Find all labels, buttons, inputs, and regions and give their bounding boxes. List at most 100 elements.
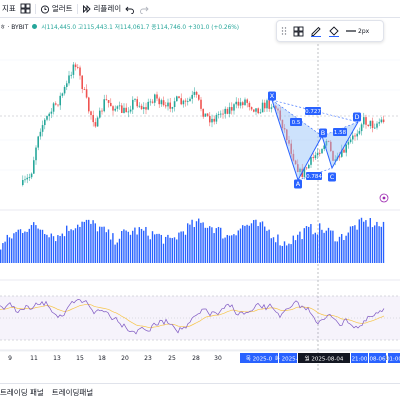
volume-bar bbox=[224, 237, 226, 263]
symbol-name[interactable]: ㅎ · BYBIT bbox=[0, 23, 29, 31]
volume-bar bbox=[22, 232, 24, 263]
replay-icon bbox=[82, 4, 91, 13]
tab-trading-panel[interactable]: 트레이딩 패널 bbox=[0, 387, 44, 397]
volume-bar bbox=[114, 244, 116, 263]
template-button[interactable] bbox=[293, 26, 304, 37]
candle-body bbox=[99, 110, 101, 118]
candle-body bbox=[136, 99, 138, 107]
crosshair-date-label: 월 2025-08-04 bbox=[305, 355, 344, 363]
candle-body bbox=[50, 111, 53, 114]
volume-bar bbox=[292, 235, 294, 263]
alert-button[interactable]: 얼러트 bbox=[40, 3, 73, 14]
replay-button[interactable]: 리플레이 bbox=[82, 3, 121, 14]
candle-body bbox=[22, 180, 24, 185]
time-tick-label: 25 bbox=[168, 355, 176, 362]
volume-bar bbox=[294, 240, 297, 263]
candle-body bbox=[345, 144, 347, 153]
candle-body bbox=[145, 107, 147, 110]
bottom-panel-tabs: 트레이딩 패널 트레이딩패널 bbox=[0, 383, 400, 400]
volume-bar bbox=[358, 219, 360, 263]
undo-button[interactable] bbox=[125, 4, 135, 14]
harmonic-pattern[interactable]: X A B C D 0.5 0.727 0.784 1.58 bbox=[268, 91, 361, 189]
candle-body bbox=[165, 105, 167, 107]
candle-body bbox=[200, 99, 202, 109]
line-width-icon bbox=[346, 30, 356, 32]
candle-body bbox=[127, 111, 130, 113]
volume-bar bbox=[231, 235, 233, 263]
ratio-label-text: 0.5 bbox=[292, 120, 301, 126]
volume-bar bbox=[360, 217, 363, 263]
volume-bar bbox=[213, 233, 215, 263]
toolbar-divider bbox=[34, 3, 36, 14]
volume-bar bbox=[347, 232, 349, 263]
line-width-button[interactable]: 2px bbox=[346, 27, 369, 35]
volume-bar bbox=[8, 237, 11, 263]
candle-body bbox=[66, 83, 68, 87]
volume-bar bbox=[288, 243, 290, 263]
candle-body bbox=[28, 177, 31, 178]
volume-bar bbox=[334, 241, 336, 263]
candle-body bbox=[220, 113, 222, 115]
candle-body bbox=[356, 133, 358, 137]
candle-body bbox=[365, 117, 367, 125]
candle-body bbox=[323, 145, 325, 150]
indicator-button[interactable]: 지표 bbox=[2, 3, 16, 14]
redo-button[interactable] bbox=[139, 4, 149, 14]
candle-body bbox=[198, 94, 200, 100]
crosshair-date-label: 목 2025-0 bbox=[246, 356, 273, 363]
point-label-text: A bbox=[296, 180, 301, 188]
candle-body bbox=[213, 118, 215, 122]
volume-bar bbox=[325, 230, 327, 263]
volume-bar bbox=[272, 237, 275, 263]
volume-bar bbox=[81, 221, 83, 263]
tab-trading-panel-2[interactable]: 트레이딩패널 bbox=[51, 387, 94, 397]
candle-body bbox=[277, 108, 279, 111]
candle-body bbox=[248, 102, 251, 108]
drag-handle[interactable] bbox=[281, 26, 287, 36]
candle-body bbox=[270, 107, 273, 109]
volume-bar bbox=[140, 228, 143, 263]
templates-button[interactable] bbox=[20, 3, 31, 14]
volume-bar bbox=[376, 221, 378, 263]
candle-body bbox=[305, 167, 308, 169]
ratio-label-ac: 0.784 bbox=[306, 172, 322, 180]
volume-bar bbox=[336, 241, 338, 263]
volume-bar bbox=[380, 226, 382, 263]
candle-body bbox=[151, 101, 154, 103]
volume-bar bbox=[103, 226, 105, 263]
volume-bar bbox=[0, 249, 2, 263]
volume-bar bbox=[378, 226, 380, 263]
redo-icon bbox=[140, 6, 149, 14]
candlestick-series bbox=[22, 62, 385, 187]
volume-bar bbox=[195, 221, 198, 263]
candle-body bbox=[114, 108, 116, 111]
volume-bar bbox=[13, 233, 15, 263]
candle-body bbox=[261, 102, 264, 113]
time-tick-label: 30 bbox=[214, 355, 222, 362]
volume-bar bbox=[33, 222, 35, 263]
volume-bar bbox=[105, 232, 107, 263]
fill-color-button[interactable] bbox=[328, 25, 340, 37]
candle-body bbox=[171, 106, 174, 109]
candle-body bbox=[41, 125, 44, 132]
volume-bar bbox=[264, 226, 266, 263]
candle-body bbox=[358, 131, 361, 134]
top-toolbar: 지표 얼러트 리플레이 bbox=[0, 0, 400, 18]
volume-bar bbox=[24, 231, 26, 263]
volume-bar bbox=[138, 227, 140, 263]
volume-bar bbox=[26, 231, 28, 263]
volume-bar bbox=[88, 219, 90, 263]
candle-body bbox=[121, 105, 123, 113]
time-tick-label: 20 bbox=[121, 355, 129, 362]
time-tick-label: 9 bbox=[8, 355, 12, 362]
candle-body bbox=[226, 108, 229, 114]
line-color-button[interactable] bbox=[310, 25, 322, 37]
paint-bucket-icon bbox=[329, 26, 339, 37]
line-width-label: 2px bbox=[358, 27, 370, 35]
volume-bar bbox=[228, 235, 231, 263]
candle-body bbox=[103, 99, 105, 112]
candle-body bbox=[193, 91, 196, 95]
candle-body bbox=[327, 140, 330, 142]
volume-bar bbox=[165, 236, 167, 263]
